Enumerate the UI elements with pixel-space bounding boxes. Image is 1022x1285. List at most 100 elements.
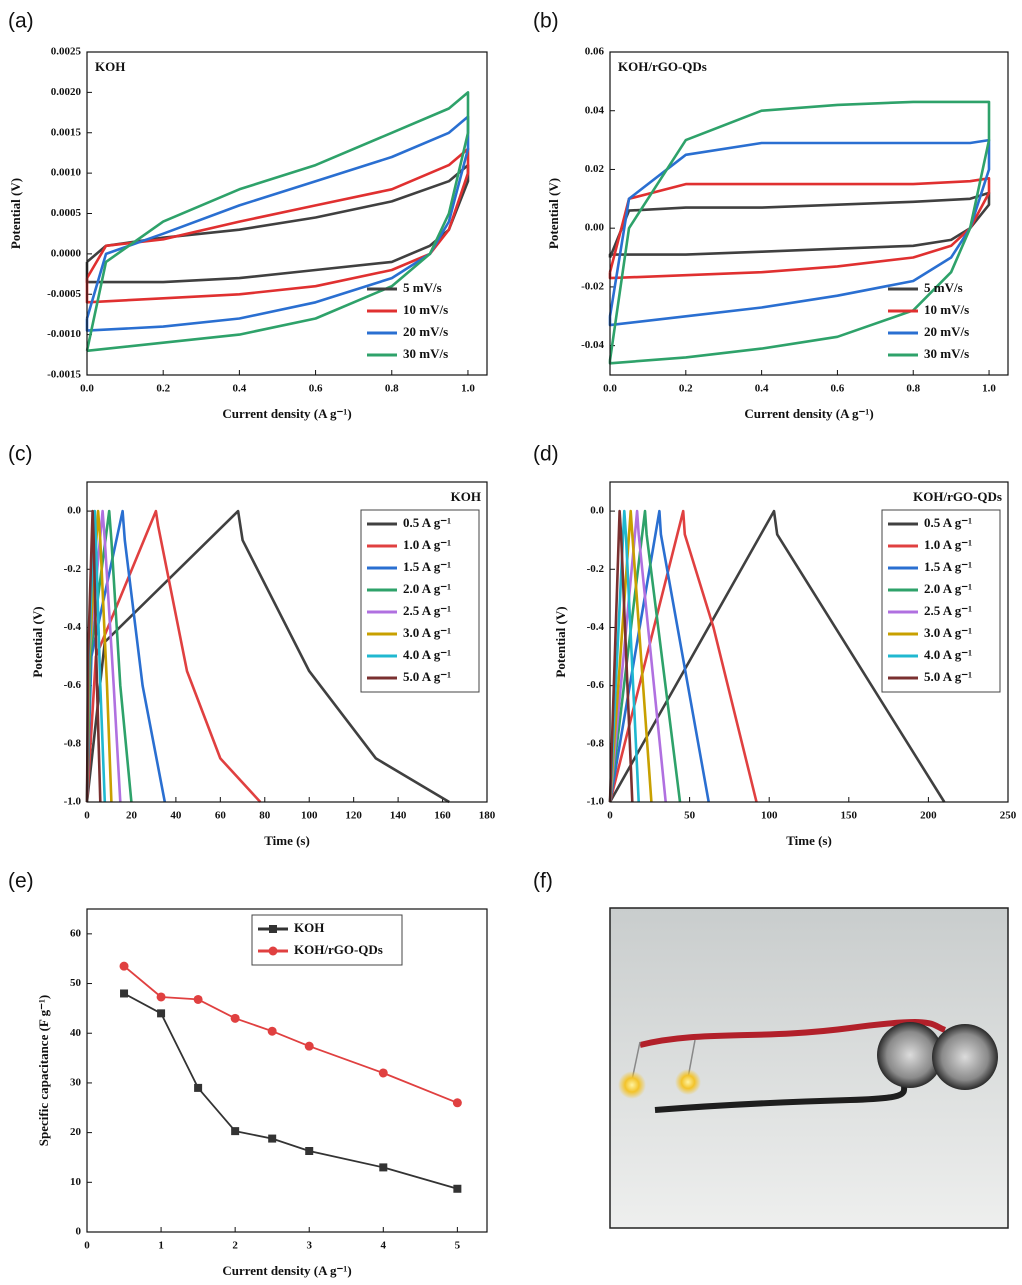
- legend-label: 30 mV/s: [924, 346, 969, 361]
- series-line: [608, 509, 946, 803]
- y-tick-label: 0.0000: [51, 247, 82, 259]
- marker: [157, 1009, 166, 1018]
- x-tick-label: 250: [1000, 810, 1017, 822]
- y-tick-label: -0.4: [64, 621, 82, 633]
- photo: [609, 907, 1009, 1229]
- series-line: [608, 509, 640, 803]
- y-axis-label: Specific capacitance (F g⁻¹): [36, 995, 51, 1146]
- x-tick-label: 180: [479, 810, 496, 822]
- series-line: [85, 509, 102, 803]
- marker: [231, 1127, 240, 1136]
- marker: [267, 1026, 277, 1036]
- y-tick-label: 0.0010: [51, 167, 82, 179]
- y-tick-label: -0.0015: [47, 369, 81, 381]
- x-tick-label: 0.8: [906, 383, 920, 395]
- legend-label: 0.5 A g⁻¹: [403, 515, 451, 530]
- y-tick-label: -0.2: [64, 563, 82, 575]
- series-line: [608, 177, 991, 280]
- series-line: [608, 191, 991, 258]
- y-axis-label: Potential (V): [553, 606, 568, 677]
- x-tick-label: 0.8: [385, 383, 399, 395]
- y-tick-label: 0.0: [67, 505, 81, 517]
- series-line: [608, 100, 991, 365]
- series-line: [85, 91, 470, 353]
- plot-frame: [86, 481, 488, 803]
- x-tick-label: 0: [84, 810, 90, 822]
- plot-frame: [609, 481, 1009, 803]
- series-line: [123, 992, 458, 1190]
- y-tick-label: -0.04: [581, 339, 604, 351]
- panel-label: (c): [8, 443, 33, 466]
- y-tick-label: -0.8: [64, 737, 82, 749]
- legend-frame: [360, 509, 480, 693]
- y-tick-label: 0: [76, 1226, 82, 1238]
- marker: [452, 1098, 462, 1108]
- marker: [378, 1068, 388, 1078]
- legend-label: 3.0 A g⁻¹: [924, 625, 972, 640]
- legend-label: 5.0 A g⁻¹: [403, 669, 451, 684]
- legend-label: 2.5 A g⁻¹: [924, 603, 972, 618]
- marker: [305, 1147, 314, 1156]
- y-tick-label: 0.00: [585, 222, 605, 234]
- marker: [379, 1163, 388, 1172]
- x-tick-label: 4: [381, 1240, 387, 1252]
- legend-label: 2.0 A g⁻¹: [924, 581, 972, 596]
- legend-label: 3.0 A g⁻¹: [403, 625, 451, 640]
- series-line: [608, 509, 758, 803]
- legend-label: KOH/rGO-QDs: [294, 942, 383, 957]
- marker: [119, 961, 129, 971]
- legend-frame: [881, 509, 1001, 693]
- y-tick-label: -0.8: [587, 737, 605, 749]
- y-tick-label: 30: [70, 1076, 82, 1088]
- x-tick-label: 3: [306, 1240, 312, 1252]
- legend-label: 20 mV/s: [924, 324, 969, 339]
- panel-label: (d): [533, 443, 559, 466]
- panel-label: (a): [8, 10, 34, 33]
- x-tick-label: 120: [345, 810, 362, 822]
- y-tick-label: -1.0: [587, 796, 605, 808]
- legend-label: 2.0 A g⁻¹: [403, 581, 451, 596]
- legend-label: 10 mV/s: [403, 302, 448, 317]
- plot-frame: [86, 908, 488, 1233]
- y-tick-label: -0.2: [587, 563, 605, 575]
- x-tick-label: 20: [126, 810, 138, 822]
- x-tick-label: 2: [232, 1240, 238, 1252]
- x-tick-label: 0.2: [679, 383, 693, 395]
- chart-title: KOH/rGO-QDs: [913, 489, 1002, 504]
- series-line: [608, 509, 667, 803]
- marker: [120, 989, 129, 998]
- y-tick-label: -0.0005: [47, 288, 81, 300]
- x-tick-label: 100: [761, 810, 778, 822]
- y-axis-label: Potential (V): [8, 178, 23, 249]
- x-axis-label: Current density (A g⁻¹): [222, 1263, 351, 1278]
- legend-label: 1.0 A g⁻¹: [403, 537, 451, 552]
- y-axis-label: Potential (V): [546, 178, 561, 249]
- series-line: [123, 965, 458, 1104]
- legend-label: 1.0 A g⁻¹: [924, 537, 972, 552]
- y-axis-label: Potential (V): [30, 606, 45, 677]
- x-tick-label: 80: [259, 810, 271, 822]
- x-tick-label: 200: [920, 810, 937, 822]
- y-tick-label: 0.04: [585, 104, 605, 116]
- panel-label: (e): [8, 870, 34, 893]
- panel-label: (f): [533, 870, 553, 893]
- chart-title: KOH: [95, 59, 125, 74]
- series-line: [608, 509, 653, 803]
- marker: [194, 1083, 203, 1092]
- series-line: [608, 509, 634, 803]
- y-tick-label: -1.0: [64, 796, 82, 808]
- marker: [230, 1013, 240, 1023]
- y-tick-label: -0.4: [587, 621, 605, 633]
- x-tick-label: 0.6: [309, 383, 323, 395]
- legend-label: 5 mV/s: [403, 280, 442, 295]
- y-tick-label: 20: [70, 1126, 82, 1138]
- x-tick-label: 160: [434, 810, 451, 822]
- marker: [268, 1134, 277, 1143]
- legend-label: 30 mV/s: [403, 346, 448, 361]
- x-tick-label: 1: [158, 1240, 164, 1252]
- series-line: [85, 115, 470, 332]
- legend-marker: [269, 925, 277, 933]
- series-line: [608, 509, 710, 803]
- x-tick-label: 0.0: [80, 383, 94, 395]
- y-tick-label: 0.0: [590, 505, 604, 517]
